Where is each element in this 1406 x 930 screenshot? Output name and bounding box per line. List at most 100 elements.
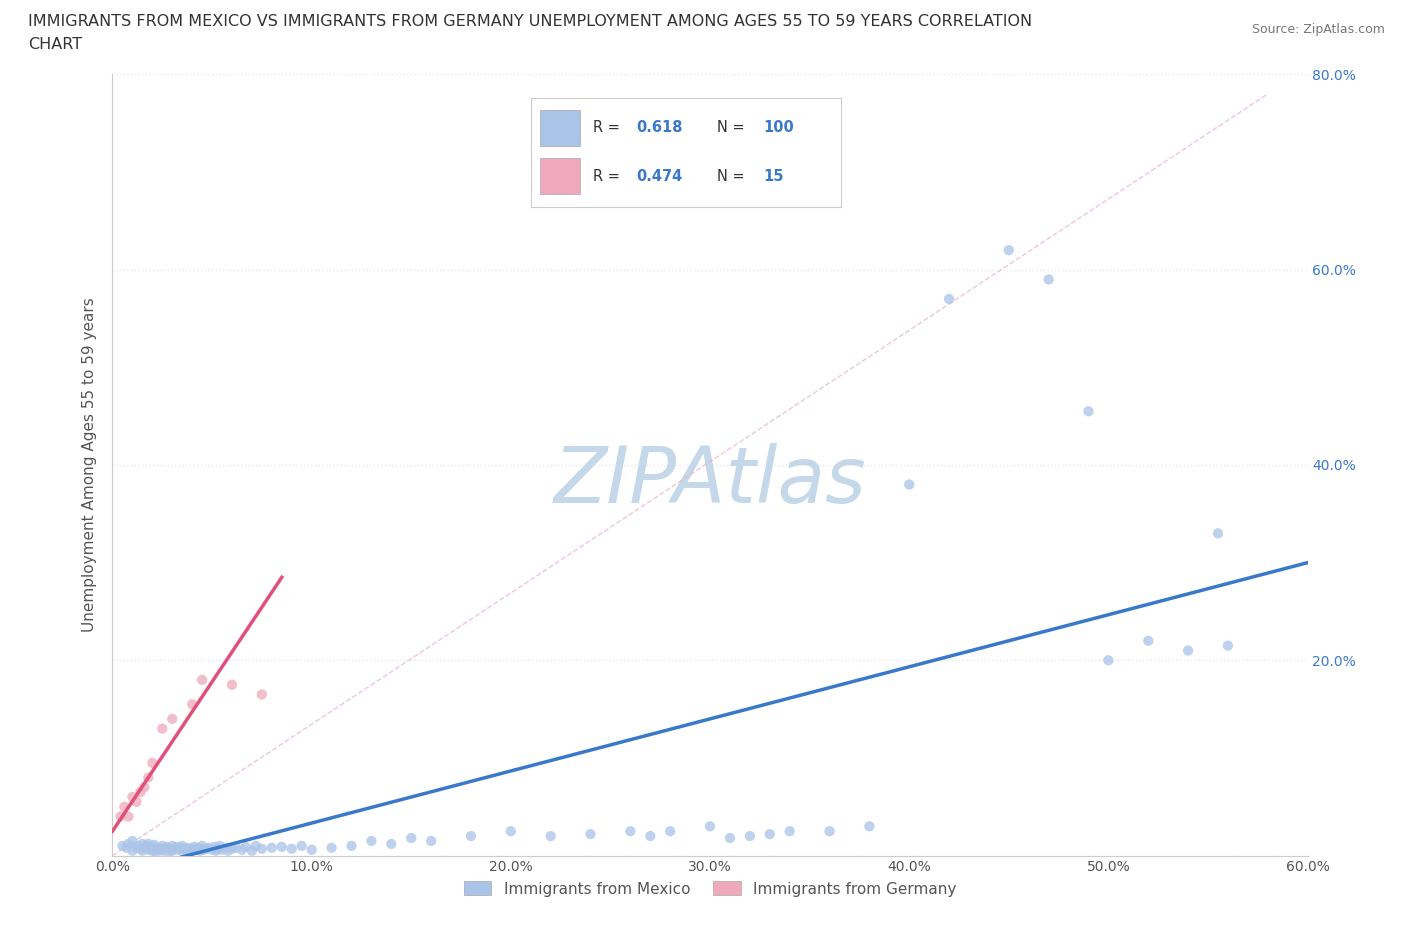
Point [240,844,263,858]
Point [163,842,186,857]
Point [235,840,257,855]
Point [121,844,143,858]
Point [401,830,423,845]
Legend: Immigrants from Mexico, Immigrants from Germany: Immigrants from Mexico, Immigrants from … [458,875,962,903]
Point [157,844,180,859]
Point [1216,638,1239,653]
Point [162,839,183,854]
Point [197,841,219,856]
Point [188,844,211,858]
Point [162,711,183,726]
Point [217,844,239,858]
Point [187,841,209,856]
Point [1077,404,1099,418]
Point [174,843,197,857]
Point [150,844,173,858]
Point [420,833,443,848]
Point [360,833,382,848]
Point [165,840,187,855]
Point [167,843,190,857]
Point [215,841,238,856]
Text: Source: ZipAtlas.com: Source: ZipAtlas.com [1251,23,1385,36]
Point [127,839,149,854]
Point [270,840,292,855]
Point [460,829,482,844]
Point [380,836,402,851]
Point [250,842,273,857]
Point [110,809,132,824]
Point [225,841,247,856]
Point [291,839,314,854]
Point [1177,644,1199,658]
Point [186,843,208,857]
Point [181,697,204,711]
Point [155,840,177,855]
Point [114,800,135,815]
Point [540,829,562,844]
Point [193,843,215,857]
Point [619,824,641,839]
Point [143,837,166,852]
Point [141,844,163,858]
Point [1038,272,1060,287]
Point [181,842,204,857]
Point [172,839,194,854]
Point [858,819,880,834]
Point [141,755,163,770]
Point [209,839,232,854]
Text: IMMIGRANTS FROM MEXICO VS IMMIGRANTS FROM GERMANY UNEMPLOYMENT AMONG AGES 55 TO : IMMIGRANTS FROM MEXICO VS IMMIGRANTS FRO… [28,14,1032,29]
Point [195,842,218,857]
Point [145,842,167,857]
Point [759,827,782,842]
Point [250,687,273,702]
Point [201,843,224,857]
Y-axis label: Unemployment Among Ages 55 to 59 years: Unemployment Among Ages 55 to 59 years [82,298,97,632]
Point [153,842,176,857]
Point [191,672,214,687]
Point [499,824,522,839]
Point [145,844,167,859]
Text: ZIPAtlas: ZIPAtlas [554,443,866,519]
Point [205,844,228,858]
Point [202,840,225,855]
Point [125,794,148,809]
Point [111,839,134,854]
Point [1097,653,1119,668]
Point [779,824,801,839]
Point [138,843,160,857]
Point [162,844,183,858]
Point [260,841,283,856]
Point [898,477,921,492]
Point [150,722,173,737]
Point [172,844,194,858]
Point [998,243,1021,258]
Point [149,843,172,857]
Point [117,809,139,824]
Point [183,840,205,855]
Point [340,839,363,854]
Point [169,841,191,856]
Point [221,677,243,692]
Point [321,841,343,856]
Point [138,770,160,785]
Point [129,842,152,857]
Point [141,840,163,855]
Point [191,839,214,854]
Point [121,833,143,848]
Point [150,839,173,854]
Point [131,844,153,858]
Point [148,841,170,856]
Point [121,790,143,804]
Point [1137,633,1160,648]
Point [138,836,160,851]
Point [301,843,323,857]
Point [131,836,153,851]
Point [173,842,195,857]
Point [579,827,602,842]
Point [179,844,201,858]
Point [159,843,181,857]
Point [129,785,152,800]
Point [177,841,200,856]
Text: CHART: CHART [28,37,82,52]
Point [117,836,139,851]
